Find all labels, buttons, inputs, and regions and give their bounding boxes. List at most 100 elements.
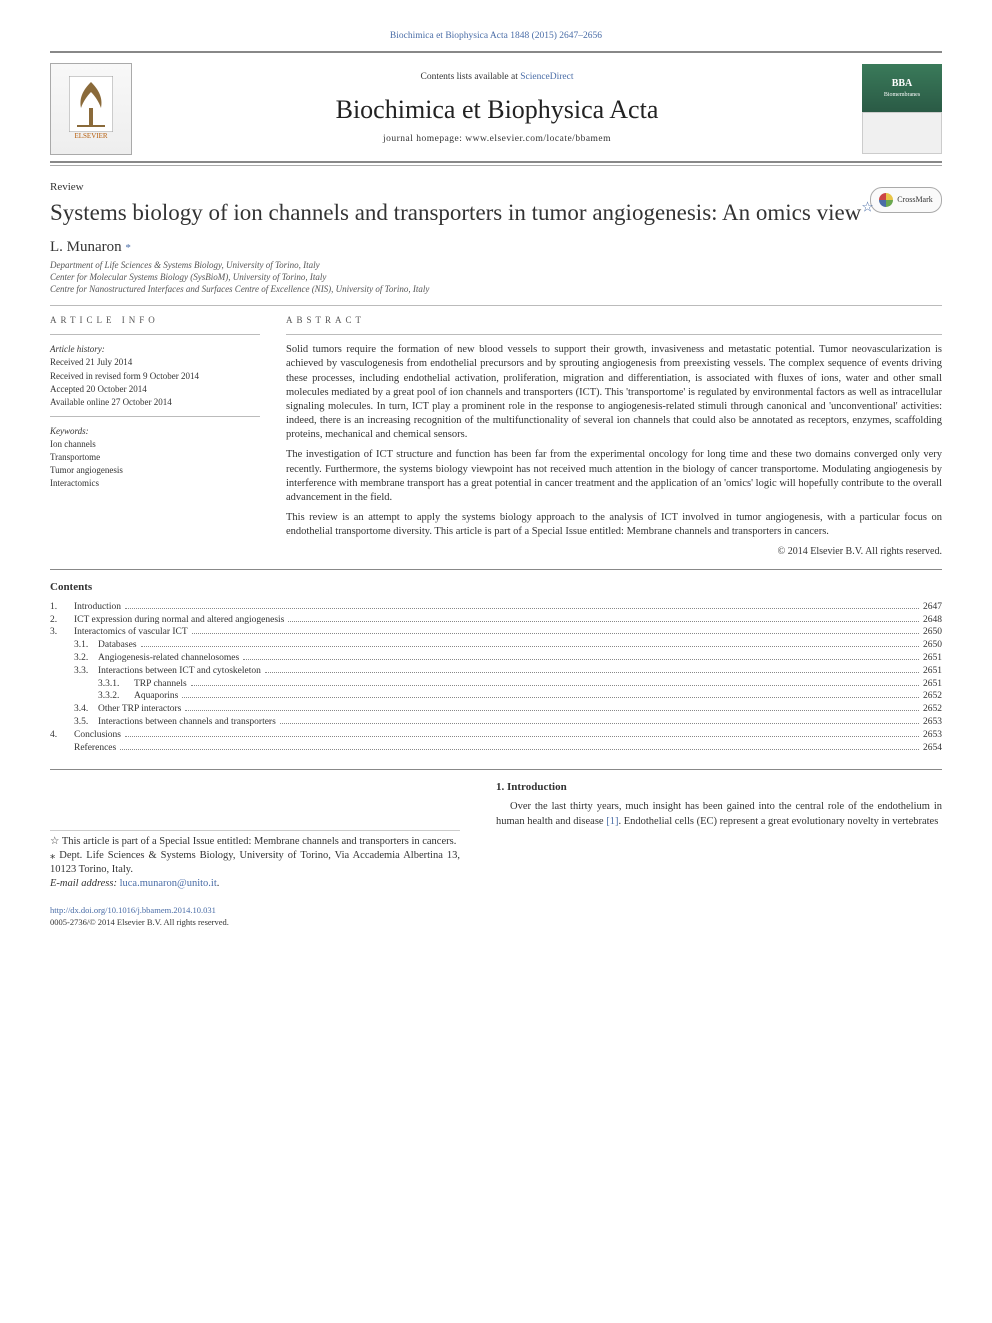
toc-leader-dots — [243, 659, 919, 660]
toc-label: Interactomics of vascular ICT — [74, 626, 188, 639]
toc-number: 1. — [50, 601, 74, 614]
doi-link[interactable]: http://dx.doi.org/10.1016/j.bbamem.2014.… — [50, 905, 216, 915]
body-columns: ☆ This article is part of a Special Issu… — [50, 780, 942, 929]
toc-page: 2651 — [923, 652, 942, 665]
abstract-paragraph: Solid tumors require the formation of ne… — [286, 343, 942, 442]
article-title-text: Systems biology of ion channels and tran… — [50, 200, 861, 225]
corresponding-mark[interactable]: * — [125, 242, 131, 254]
homepage-label: journal homepage: — [383, 134, 462, 144]
authors: L. Munaron * — [50, 237, 942, 257]
issn-copyright: 0005-2736/© 2014 Elsevier B.V. All right… — [50, 917, 229, 927]
footnote-corr: ⁎ Dept. Life Sciences & Systems Biology,… — [50, 849, 460, 877]
toc-number: 3.3. — [74, 665, 98, 678]
publisher-name: ELSEVIER — [74, 132, 107, 141]
toc-leader-dots — [120, 749, 919, 750]
toc-row[interactable]: 2.ICT expression during normal and alter… — [50, 614, 942, 627]
toc-label: Other TRP interactors — [98, 703, 181, 716]
toc-row[interactable]: 1.Introduction2647 — [50, 601, 942, 614]
header-citation: Biochimica et Biophysica Acta 1848 (2015… — [50, 30, 942, 43]
ref-link[interactable]: [1] — [606, 816, 618, 827]
abstract-paragraph: The investigation of ICT structure and f… — [286, 448, 942, 505]
toc-page: 2654 — [923, 742, 942, 755]
keywords-label: Keywords: — [50, 425, 260, 437]
homepage-url[interactable]: www.elsevier.com/locate/bbamem — [465, 134, 611, 144]
intro-text: . Endothelial cells (EC) represent a gre… — [618, 816, 938, 827]
elsevier-tree-icon — [69, 76, 113, 132]
toc-row[interactable]: 3.1.Databases2650 — [50, 639, 942, 652]
masthead-center: Contents lists available at ScienceDirec… — [152, 71, 842, 146]
toc-label: Aquaporins — [134, 690, 178, 703]
abstract-text: Solid tumors require the formation of ne… — [286, 343, 942, 539]
toc-page: 2653 — [923, 729, 942, 742]
article-info-heading: article info — [50, 314, 260, 326]
sciencedirect-link[interactable]: ScienceDirect — [520, 72, 573, 82]
contents-at-label: Contents lists available at — [420, 72, 517, 82]
intro-paragraph: Over the last thirty years, much insight… — [496, 800, 942, 828]
toc-page: 2648 — [923, 614, 942, 627]
page-root: Biochimica et Biophysica Acta 1848 (2015… — [0, 0, 992, 968]
toc-label: Angiogenesis-related channelosomes — [98, 652, 239, 665]
crossmark-badge[interactable]: CrossMark — [870, 187, 942, 213]
citation-link[interactable]: Biochimica et Biophysica Acta 1848 (2015… — [390, 31, 602, 41]
toc-label: Conclusions — [74, 729, 121, 742]
author-name[interactable]: L. Munaron — [50, 239, 122, 255]
history-received: Received 21 July 2014 — [50, 356, 260, 368]
abstract-copyright: © 2014 Elsevier B.V. All rights reserved… — [286, 545, 942, 559]
rule — [50, 416, 260, 417]
rule-thick — [50, 569, 942, 570]
toc-number: 3.1. — [74, 639, 98, 652]
rule — [286, 334, 942, 335]
toc-row[interactable]: 3.2.Angiogenesis-related channelosomes26… — [50, 652, 942, 665]
contents-heading: Contents — [50, 580, 942, 595]
toc-leader-dots — [280, 723, 919, 724]
toc-leader-dots — [182, 697, 919, 698]
toc-row[interactable]: 3.3.1.TRP channels2651 — [50, 678, 942, 691]
rule-thick — [50, 769, 942, 770]
email-link[interactable]: luca.munaron@unito.it — [120, 878, 217, 889]
toc-number: 3.3.2. — [98, 690, 134, 703]
journal-cover[interactable]: BBA Biomembranes — [862, 64, 942, 154]
toc-row[interactable]: 3.3.2.Aquaporins 2652 — [50, 690, 942, 703]
toc-page: 2652 — [923, 690, 942, 703]
toc-row[interactable]: 4.Conclusions2653 — [50, 729, 942, 742]
toc-row[interactable]: 3.Interactomics of vascular ICT 2650 — [50, 626, 942, 639]
toc-label: References — [74, 742, 116, 755]
article-type: Review — [50, 180, 942, 195]
toc-number: 3. — [50, 626, 74, 639]
toc-row[interactable]: 3.3.Interactions between ICT and cytoske… — [50, 665, 942, 678]
affiliations: Department of Life Sciences & Systems Bi… — [50, 259, 942, 295]
toc-label: Interactions between channels and transp… — [98, 716, 276, 729]
footnotes: ☆ This article is part of a Special Issu… — [50, 830, 460, 892]
masthead: ELSEVIER Contents lists available at Sci… — [50, 51, 942, 163]
masthead-divider — [50, 165, 942, 166]
journal-title: Biochimica et Biophysica Acta — [152, 92, 842, 127]
toc-page: 2650 — [923, 626, 942, 639]
abstract-heading: abstract — [286, 314, 942, 326]
toc-row[interactable]: 3.5.Interactions between channels and tr… — [50, 716, 942, 729]
history-revised: Received in revised form 9 October 2014 — [50, 370, 260, 382]
affiliation: Center for Molecular Systems Biology (Sy… — [50, 271, 942, 283]
keywords-block: Keywords: Ion channels Transportome Tumo… — [50, 425, 260, 490]
section-heading: 1. Introduction — [496, 780, 942, 795]
toc-number: 3.3.1. — [98, 678, 134, 691]
toc-leader-dots — [265, 672, 919, 673]
keyword: Tumor angiogenesis — [50, 464, 260, 476]
toc-label: ICT expression during normal and altered… — [74, 614, 284, 627]
journal-homepage: journal homepage: www.elsevier.com/locat… — [152, 133, 842, 146]
footnote-star: ☆ This article is part of a Special Issu… — [50, 835, 460, 849]
keyword: Ion channels — [50, 438, 260, 450]
abstract-paragraph: This review is an attempt to apply the s… — [286, 511, 942, 539]
crossmark-label: CrossMark — [897, 195, 933, 206]
title-footnote-star[interactable]: ☆ — [861, 200, 874, 215]
toc-label: TRP channels — [134, 678, 187, 691]
toc-leader-dots — [141, 646, 919, 647]
toc-row[interactable]: 3.4.Other TRP interactors2652 — [50, 703, 942, 716]
toc-row[interactable]: References 2654 — [50, 742, 942, 755]
toc-page: 2647 — [923, 601, 942, 614]
toc-leader-dots — [191, 685, 919, 686]
rule — [50, 334, 260, 335]
bba-sublabel: Biomembranes — [884, 91, 920, 99]
history-accepted: Accepted 20 October 2014 — [50, 383, 260, 395]
publisher-logo[interactable]: ELSEVIER — [50, 63, 132, 155]
toc-leader-dots — [288, 621, 919, 622]
